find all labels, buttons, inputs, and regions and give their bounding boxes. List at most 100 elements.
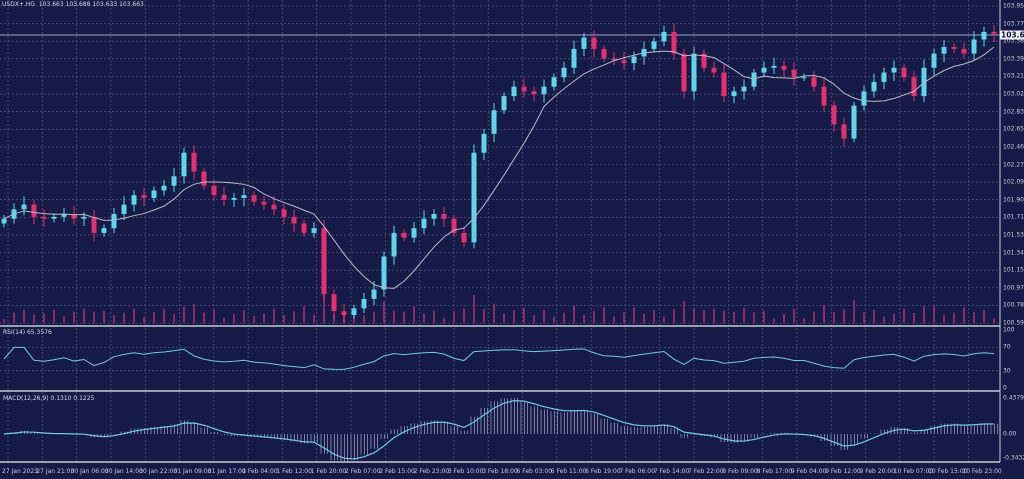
volume-bar: [583, 315, 585, 323]
volume-bar: [953, 312, 955, 323]
candle-body: [441, 214, 447, 219]
candle-body: [231, 197, 237, 200]
candle-body: [401, 232, 407, 238]
volume-bar: [213, 309, 215, 323]
macd-tick: 0.4379: [1003, 394, 1024, 402]
candle-body: [881, 72, 887, 82]
volume-bar: [443, 317, 445, 323]
candle-body: [831, 105, 837, 125]
volume-bar: [63, 316, 65, 323]
price-tick: 103.770: [1003, 20, 1024, 28]
high-value: 103.688: [65, 1, 91, 8]
candle-body: [931, 53, 937, 68]
volume-bar: [23, 309, 25, 323]
volume-bar: [763, 310, 765, 323]
candle-body: [361, 298, 367, 309]
candle-body: [721, 72, 727, 97]
volume-bar: [253, 316, 255, 323]
candle-body: [771, 65, 777, 68]
candle-body: [331, 294, 337, 312]
time-tick: 9 Feb 04:00: [790, 468, 827, 475]
time-tick: 3 Feb 18:00: [482, 468, 518, 475]
candle-body: [821, 86, 827, 106]
volume-bar: [883, 316, 885, 323]
volume-bar: [53, 309, 55, 323]
candle-body: [471, 152, 477, 243]
candle-body: [131, 195, 137, 205]
volume-bar: [363, 315, 365, 323]
close-value: 103.663: [119, 1, 144, 8]
volume-bar: [513, 310, 515, 323]
candle-body: [491, 110, 497, 134]
volume-bar: [633, 307, 635, 323]
volume-bar: [403, 311, 405, 323]
volume-bar: [33, 314, 35, 323]
candle-body: [51, 216, 57, 219]
candle-body: [961, 48, 967, 54]
volume-bar: [303, 306, 305, 323]
candle-body: [611, 58, 617, 61]
time-tick: 1 Feb 20:00: [310, 468, 347, 475]
current-price-label: 103.663: [1000, 30, 1024, 40]
time-tick: 1 Feb 04:00: [242, 468, 278, 475]
volume-bar: [623, 312, 625, 323]
candle-body: [851, 105, 857, 139]
volume-bar: [313, 314, 315, 323]
candle-body: [121, 204, 127, 215]
symbol-header: USDX+.HG 103.663 103.688 103.633 103.663: [2, 1, 144, 8]
volume-bar: [283, 315, 285, 323]
candle-body: [711, 67, 717, 73]
volume-bar: [973, 312, 975, 323]
volume-bar: [493, 303, 495, 323]
candle-body: [951, 47, 957, 49]
time-tick: 6 Feb 11:00: [550, 468, 587, 475]
time-tick: 31 Jan 17:00: [207, 468, 246, 475]
volume-bar: [123, 312, 125, 323]
volume-bar: [273, 308, 275, 323]
volume-bar: [453, 311, 455, 323]
candle-body: [221, 195, 227, 200]
candle-body: [461, 232, 467, 243]
volume-bar: [473, 295, 475, 323]
price-tick: 101.530: [1003, 231, 1024, 239]
price-tick: 103.210: [1003, 72, 1024, 80]
volume-bar: [13, 312, 15, 323]
time-tick: 10 Feb 23:00: [962, 468, 1002, 475]
volume-bar: [593, 311, 595, 323]
macd-label: MACD(12,26,9) 0.1310 0.1225: [3, 395, 95, 402]
candle-body: [211, 185, 217, 196]
volume-bar: [423, 313, 425, 323]
volume-bar: [833, 312, 835, 323]
time-tick: 9 Feb 20:00: [859, 468, 896, 475]
price-tick: 103.025: [1003, 90, 1024, 98]
candle-body: [521, 86, 527, 92]
volume-bar: [573, 306, 575, 323]
volume-bar: [483, 309, 485, 323]
price-tick: 103.395: [1003, 55, 1024, 63]
candle-body: [381, 256, 387, 290]
volume-bar: [743, 307, 745, 323]
rsi-tick: 30: [1003, 367, 1011, 375]
candle-body: [911, 77, 917, 97]
volume-bar: [933, 306, 935, 323]
volume-bar: [153, 312, 155, 323]
volume-bar: [963, 307, 965, 323]
candle-body: [941, 47, 947, 54]
candle-body: [621, 60, 627, 64]
candle-body: [871, 81, 877, 92]
candle-body: [631, 56, 637, 64]
volume-bar: [563, 312, 565, 323]
price-tick: 102.460: [1003, 143, 1024, 151]
volume-bar: [873, 309, 875, 323]
volume-bar: [133, 308, 135, 323]
volume-bar: [863, 312, 865, 323]
candle-body: [731, 91, 737, 97]
volume-bar: [673, 309, 675, 323]
price-tick: 103.955: [1003, 2, 1024, 10]
time-tick: 6 Feb 03:00: [516, 468, 553, 475]
volume-bar: [723, 310, 725, 323]
volume-bar: [683, 301, 685, 323]
candle-body: [321, 228, 327, 295]
candle-body: [891, 67, 897, 73]
